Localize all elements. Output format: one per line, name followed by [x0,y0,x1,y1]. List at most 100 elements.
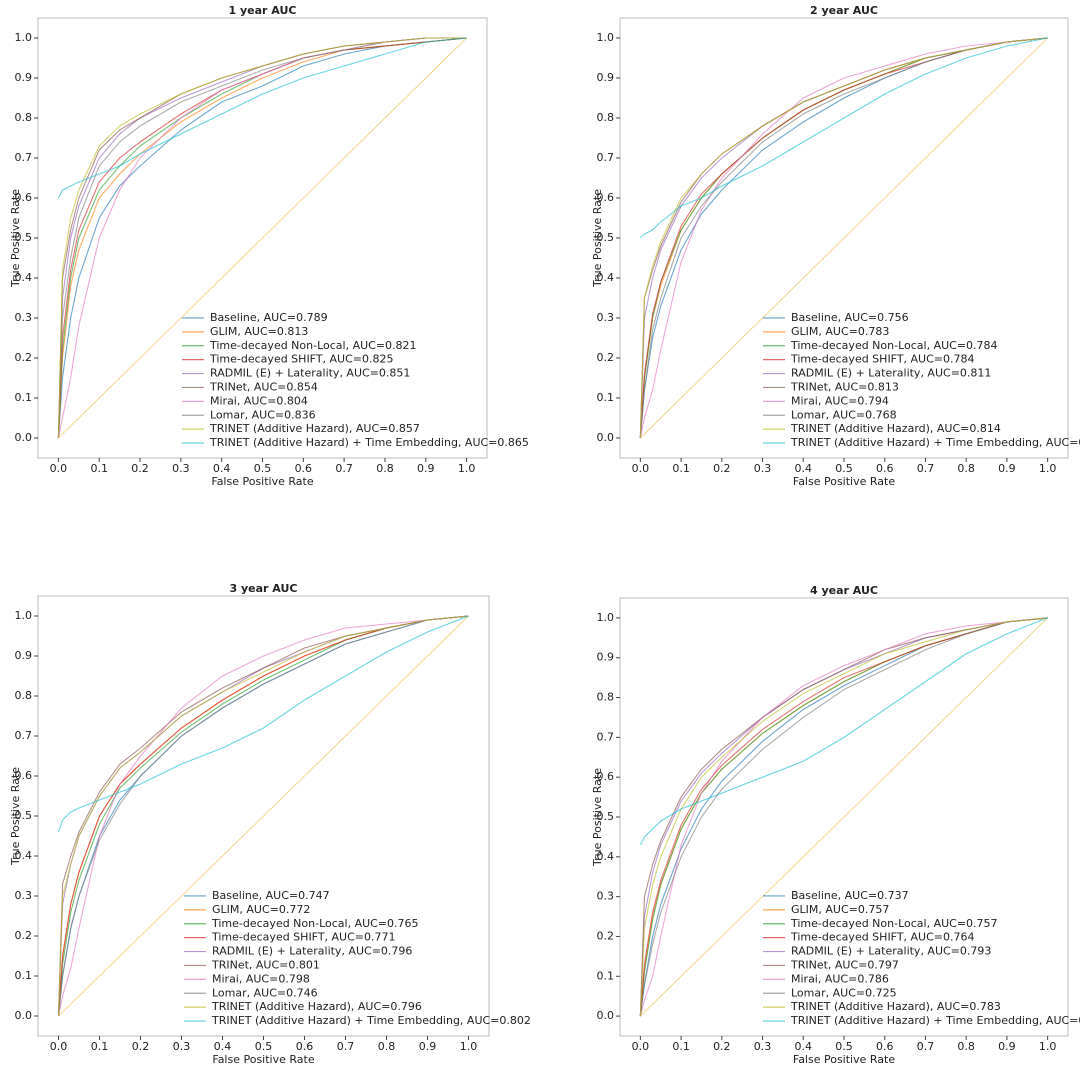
legend-label: TRINET (Additive Hazard) + Time Embeddin… [209,436,529,449]
x-tick-label: 0.9 [998,1040,1016,1053]
x-tick-label: 0.8 [376,462,394,475]
subplot: 3 year AUC False Positive Rate True Positi… [9,582,531,1065]
x-tick-label: 0.4 [213,462,231,475]
y-tick-label: 0.4 [597,850,615,863]
legend-label: GLIM, AUC=0.783 [791,325,889,338]
y-axis-label: True Positive Rate [9,189,22,288]
x-tick-label: 0.2 [131,462,149,475]
legend-label: Lomar, AUC=0.746 [212,986,318,999]
y-tick-label: 0.1 [597,969,615,982]
roc-curve [57,615,469,1017]
legend-label: Mirai, AUC=0.804 [210,394,308,407]
y-tick-label: 0.6 [597,770,615,783]
roc-curve [639,37,1048,439]
y-tick-label: 0.5 [15,809,33,822]
x-tick-label: 1.0 [458,462,476,475]
legend-label: TRINET (Additive Hazard) + Time Embeddin… [790,1014,1080,1027]
legend-label: GLIM, AUC=0.813 [210,325,308,338]
y-tick-label: 0.0 [597,431,615,444]
x-tick-label: 0.7 [337,1040,355,1053]
legend-label: Lomar, AUC=0.725 [791,986,897,999]
legend-label: Time-decayed SHIFT, AUC=0.825 [209,353,394,366]
legend-label: TRINET (Additive Hazard), AUC=0.814 [790,422,1001,435]
legend-label: GLIM, AUC=0.757 [791,903,889,916]
y-tick-label: 0.3 [597,311,615,324]
x-axis-label: False Positive Rate [211,475,313,488]
y-tick-label: 0.9 [597,651,615,664]
chart-title: 2 year AUC [810,4,878,17]
x-tick-label: 0.4 [795,1040,813,1053]
legend-label: Baseline, AUC=0.747 [212,889,330,902]
legend-label: Baseline, AUC=0.737 [791,889,909,902]
x-tick-label: 0.9 [419,1040,437,1053]
y-tick-label: 0.1 [15,391,33,404]
x-tick-label: 1.0 [1039,462,1057,475]
y-tick-label: 0.5 [597,231,615,244]
y-tick-label: 0.3 [15,311,33,324]
y-tick-label: 1.0 [597,611,615,624]
roc-curve [57,615,469,1017]
roc-curve [57,615,469,833]
x-tick-label: 0.7 [917,1040,935,1053]
legend-label: Time-decayed Non-Local, AUC=0.765 [211,917,419,930]
x-tick-label: 0.8 [957,462,975,475]
roc-curve [639,617,1048,1017]
legend-label: TRINet, AUC=0.813 [790,380,899,393]
roc-curve [639,37,1048,439]
x-tick-label: 0.5 [835,462,853,475]
x-tick-label: 0.3 [754,462,772,475]
y-axis-label: True Positive Rate [591,189,604,288]
y-tick-label: 0.8 [15,111,33,124]
x-tick-label: 0.1 [672,462,690,475]
x-tick-label: 0.1 [672,1040,690,1053]
y-tick-label: 0.8 [597,111,615,124]
legend-label: TRINET (Additive Hazard), AUC=0.796 [211,1000,422,1013]
y-tick-label: 0.7 [597,730,615,743]
legend-label: GLIM, AUC=0.772 [212,903,310,916]
y-tick-label: 0.2 [597,351,615,364]
x-tick-label: 0.3 [754,1040,772,1053]
legend-label: TRINet, AUC=0.797 [790,958,899,971]
y-tick-label: 0.6 [15,769,33,782]
legend-label: Time-decayed SHIFT, AUC=0.764 [790,931,975,944]
y-tick-label: 0.9 [597,71,615,84]
roc-curve [57,615,469,1017]
y-tick-label: 0.8 [597,691,615,704]
y-tick-label: 0.2 [15,929,33,942]
x-tick-label: 0.5 [255,1040,273,1053]
legend-label: Time-decayed Non-Local, AUC=0.757 [790,917,998,930]
y-tick-label: 0.7 [15,729,33,742]
x-tick-label: 0.4 [214,1040,232,1053]
y-axis-label: True Positive Rate [591,768,604,867]
legend-label: Lomar, AUC=0.768 [791,408,897,421]
legend-label: Time-decayed SHIFT, AUC=0.784 [790,353,975,366]
legend-label: RADMIL (E) + Laterality, AUC=0.811 [791,367,991,380]
roc-curve [57,37,467,439]
y-tick-label: 0.2 [15,351,33,364]
y-tick-label: 0.9 [15,649,33,662]
x-tick-label: 0.5 [254,462,272,475]
subplot: 4 year AUC False Positive Rate True Positi… [591,584,1080,1065]
x-tick-label: 0.0 [50,462,68,475]
legend-label: Time-decayed SHIFT, AUC=0.771 [211,931,396,944]
x-tick-label: 1.0 [460,1040,478,1053]
legend-label: RADMIL (E) + Laterality, AUC=0.793 [791,945,991,958]
y-tick-label: 0.5 [597,810,615,823]
y-tick-label: 0.1 [597,391,615,404]
x-tick-label: 1.0 [1039,1040,1057,1053]
x-tick-label: 0.9 [417,462,435,475]
x-tick-label: 0.1 [91,1040,109,1053]
roc-curve [639,617,1048,1017]
x-tick-label: 0.4 [795,462,813,475]
legend-label: TRINET (Additive Hazard), AUC=0.783 [790,1000,1001,1013]
roc-curve [639,37,1048,439]
x-tick-label: 0.7 [335,462,353,475]
x-tick-label: 0.5 [835,1040,853,1053]
x-tick-label: 0.1 [90,462,108,475]
x-tick-label: 0.6 [876,1040,894,1053]
x-tick-label: 0.8 [957,1040,975,1053]
chart-title: 4 year AUC [810,584,878,597]
y-tick-label: 0.5 [15,231,33,244]
x-tick-label: 0.0 [50,1040,68,1053]
chance-line [640,37,1048,439]
